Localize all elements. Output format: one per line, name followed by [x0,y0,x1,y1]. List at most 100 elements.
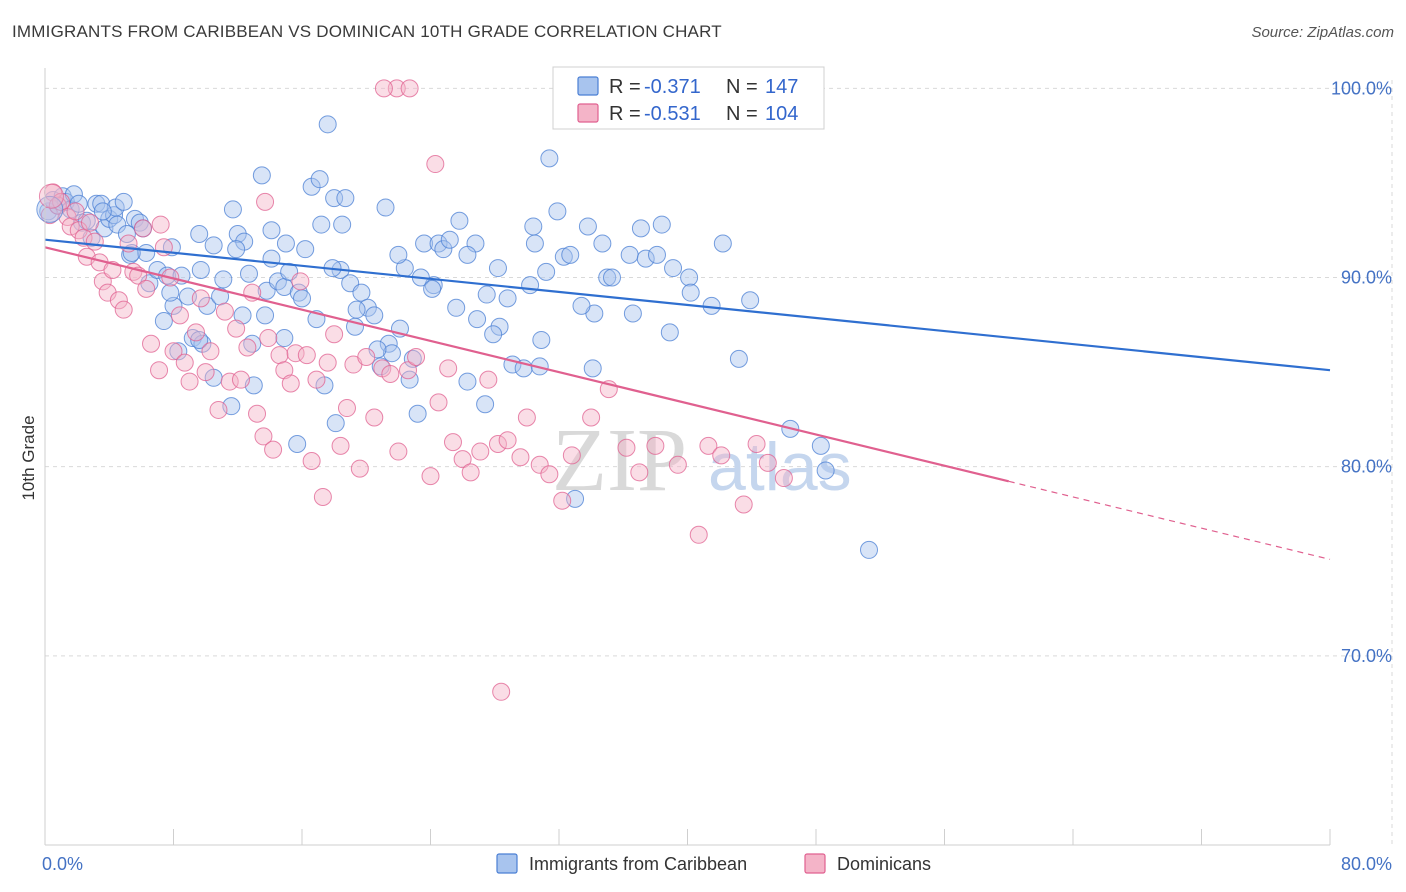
data-point [312,215,331,234]
data-point [660,323,679,342]
data-point [712,446,731,465]
axes [44,68,1331,846]
data-point [239,264,258,283]
data-point [426,155,445,174]
data-point [381,365,400,383]
data-point [537,262,556,281]
data-point [256,306,275,325]
data-point [66,202,85,221]
data-point [117,225,136,244]
data-point [180,372,199,391]
legend-r-label: R = [609,76,641,98]
data-point [652,215,671,234]
data-point [87,194,106,213]
data-point [681,283,700,302]
y-tick-label: 80.0% [1341,457,1392,477]
data-point [521,276,540,295]
data-point [286,344,305,363]
data-point [376,198,395,217]
data-point [223,200,242,219]
data-point [408,404,427,423]
source-label: Source: ZipAtlas.com [1251,24,1394,41]
data-point [532,330,551,349]
data-point [318,115,337,134]
data-point [415,234,434,253]
data-point [379,334,398,353]
data-point [220,372,239,391]
data-point [196,363,215,382]
data-point [233,306,252,325]
data-points [36,79,879,701]
data-point [374,79,393,98]
data-point [164,296,183,315]
data-point [860,540,879,559]
data-point [297,346,316,365]
data-point [572,296,591,315]
data-point [530,455,549,474]
data-point [525,234,544,253]
legend-n-value: 104 [765,103,798,125]
legend-swatch-blue [577,76,599,96]
data-point [578,217,597,236]
data-point [201,342,220,361]
data-point [150,361,169,380]
data-point [248,404,267,423]
legend: R = -0.371 N = 147 R = -0.531 N = 104 [552,66,825,130]
data-point [302,452,321,471]
data-point [275,329,294,348]
data-point [259,329,278,348]
data-point [540,465,559,484]
data-point [291,272,310,291]
data-point [440,230,459,249]
data-point [52,192,71,211]
data-point [498,289,517,308]
data-point [209,400,228,419]
y-tick-label: 100.0% [1331,78,1392,98]
data-point [357,347,376,366]
series-caribbean [39,79,879,559]
data-point [352,283,371,302]
data-point [170,306,189,325]
data-point [421,467,440,486]
data-point [389,245,408,264]
watermark: ZIP atlas [552,411,852,510]
data-point [108,215,127,234]
data-point [133,219,152,238]
data-point [164,342,183,361]
data-point [439,359,458,378]
data-point [488,259,507,278]
data-point [582,408,601,427]
data-point [142,334,161,353]
legend-n-label: N = [726,103,758,125]
legend-r-value: -0.371 [644,76,701,98]
data-point [293,289,311,308]
data-point [484,325,503,344]
data-point [238,338,257,357]
data-point [198,296,217,315]
data-point [664,259,683,278]
data-point [468,310,487,329]
y-tick-label: 90.0% [1341,268,1392,288]
data-point [407,347,426,366]
y-axis-title: 10th Grade [19,415,38,500]
trend-line-solid [44,246,1010,483]
data-point [429,393,448,412]
bottom-legend-swatch-pink [804,853,826,874]
data-point [326,414,345,433]
x-tick-label-max: 80.0% [1341,854,1392,874]
bottom-legend-label-dominicans: Dominicans [837,854,931,874]
data-point [264,440,283,459]
legend-r-value: -0.531 [644,103,701,125]
data-point [389,442,408,461]
chart-title: IMMIGRANTS FROM CARIBBEAN VS DOMINICAN 1… [12,22,722,41]
data-point [403,349,422,368]
bottom-legend: Immigrants from Caribbean Dominicans [496,853,931,874]
data-point [114,300,133,319]
data-point [699,436,718,455]
data-point [186,323,205,342]
data-point [214,270,233,289]
data-point [741,291,760,310]
data-point [252,166,271,185]
data-point [281,374,300,393]
data-point [453,450,472,469]
